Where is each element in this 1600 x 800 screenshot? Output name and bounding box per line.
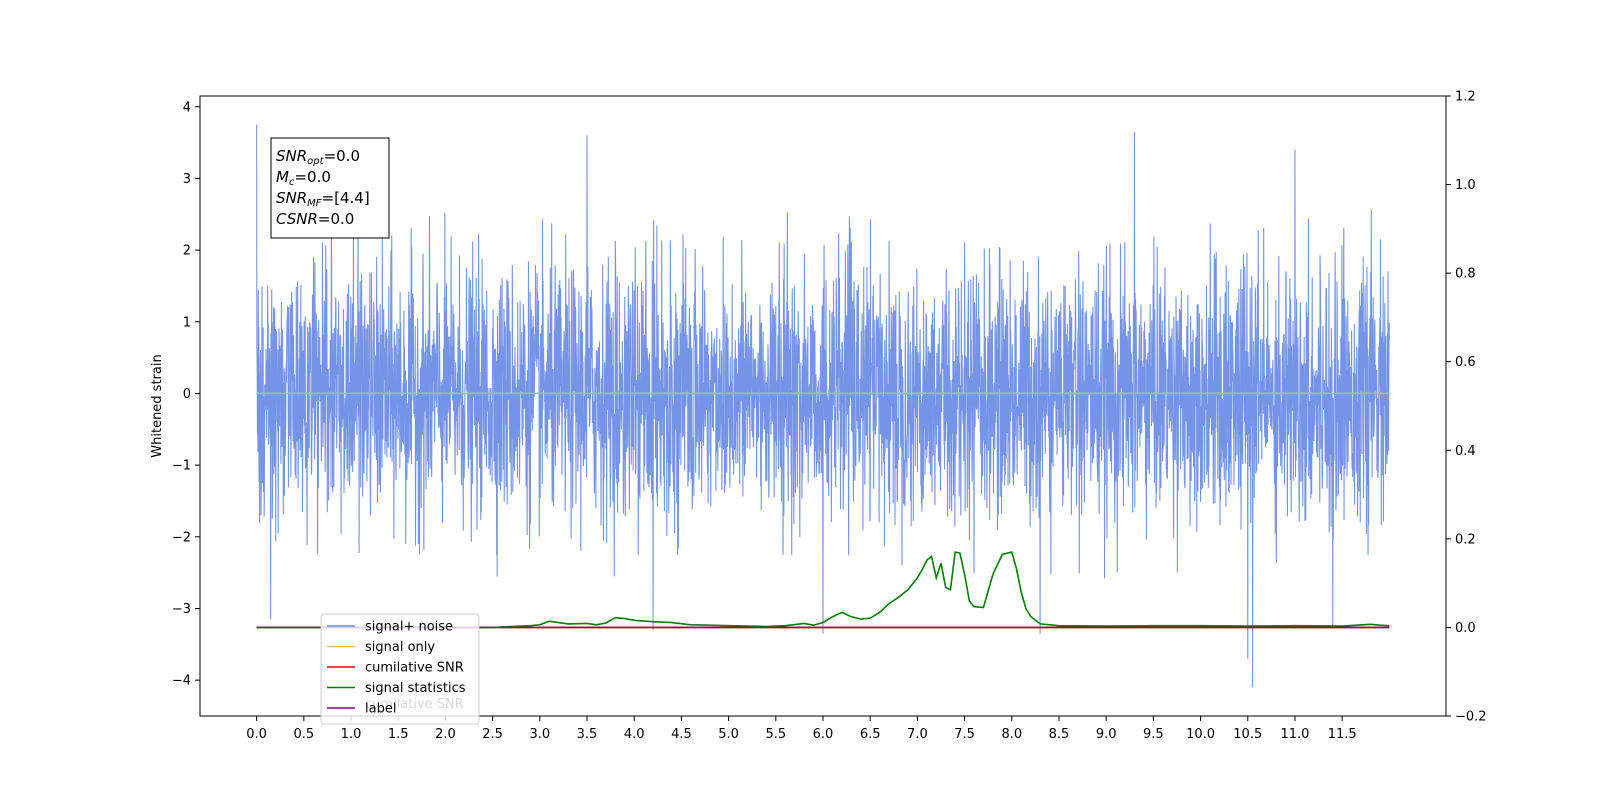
legend-label: signal+ noise [365, 620, 453, 635]
y-tick-label: 1 [183, 315, 191, 330]
annotation-line: SNRopt=0.0 [276, 147, 360, 167]
annotation-base: CSNR [276, 210, 318, 228]
x-tick-label: 10.0 [1186, 727, 1215, 742]
x-tick-label: 8.5 [1049, 727, 1070, 742]
y-tick-label: 0 [183, 387, 191, 402]
annotation-line: Mc=0.0 [276, 168, 331, 188]
x-tick-label: 9.0 [1096, 727, 1117, 742]
y2-tick-label: 0.0 [1455, 621, 1476, 636]
x-tick-label: 0.5 [293, 727, 314, 742]
x-tick-label: 2.5 [482, 727, 503, 742]
legend-ghost-text: cumilative SNR [365, 697, 464, 712]
y-tick-label: 4 [183, 100, 191, 115]
annotation-sub: MF [307, 198, 322, 209]
x-tick-label: 11.5 [1328, 727, 1357, 742]
x-tick-label: 7.5 [954, 727, 975, 742]
y2-tick-label: 0.6 [1455, 355, 1476, 370]
annotation-base: SNR [276, 189, 307, 207]
y2-tick-label: 1.2 [1455, 90, 1476, 105]
legend-label: cumilative SNR [365, 661, 464, 676]
y-tick-label: 2 [183, 244, 191, 259]
annotation-value: =0.0 [294, 168, 330, 186]
x-tick-label: 3.5 [577, 727, 598, 742]
legend-frame [320, 613, 480, 725]
y2-tick-label: 0.4 [1455, 444, 1476, 459]
x-tick-label: 0.0 [246, 727, 267, 742]
x-tick-label: 11.0 [1280, 727, 1309, 742]
x-tick-label: 1.0 [341, 727, 362, 742]
y2-tick-label: 0.2 [1455, 532, 1476, 547]
x-tick-label: 6.0 [813, 727, 834, 742]
x-tick-label: 2.0 [435, 727, 456, 742]
legend-label: signal only [365, 640, 435, 655]
annotation-base: SNR [276, 147, 307, 165]
annotation-sub: opt [307, 156, 324, 167]
series-signal-noise [256, 124, 1390, 688]
annotation-sub: c [289, 177, 295, 188]
series-signal-statistics [256, 551, 1390, 629]
y2-tick-label: 0.8 [1455, 267, 1476, 282]
x-tick-label: 3.0 [529, 727, 550, 742]
x-tick-label: 4.5 [671, 727, 692, 742]
annotation-frame [270, 137, 390, 239]
x-tick-label: 9.5 [1143, 727, 1164, 742]
legend-label: label [365, 702, 396, 717]
annotation-line: SNRMF=[4.4] [276, 189, 370, 209]
y-axis-right: −0.2 0.0 0.2 0.4 0.6 0.8 1.0 1.2 [1446, 90, 1487, 725]
annotation-value: =[4.4] [322, 189, 370, 207]
annotation-line: CSNR=0.0 [276, 210, 354, 228]
legend: cumilative SNR signal+ noise signal only cu… [320, 613, 480, 725]
y-axis-left: −4 −3 −2 −1 0 1 2 3 4 [172, 100, 200, 689]
x-tick-label: 5.0 [718, 727, 739, 742]
y2-tick-label: −0.2 [1455, 710, 1487, 725]
legend-label: signal statistics [365, 681, 466, 696]
x-tick-label: 6.5 [860, 727, 881, 742]
y-tick-label: −1 [172, 459, 191, 474]
x-tick-label: 1.5 [388, 727, 409, 742]
x-tick-label: 5.5 [765, 727, 786, 742]
y-tick-label: 3 [183, 172, 191, 187]
y2-tick-label: 1.0 [1455, 178, 1476, 193]
x-tick-label: 8.0 [1001, 727, 1022, 742]
y-tick-label: −2 [172, 530, 191, 545]
y-axis-label: Whitened strain [150, 354, 165, 457]
annotation-value: =0.0 [318, 210, 354, 228]
x-tick-label: 4.0 [624, 727, 645, 742]
x-tick-label: 7.0 [907, 727, 928, 742]
x-tick-label: 10.5 [1233, 727, 1262, 742]
x-axis: 0.0 0.5 1.0 1.5 2.0 2.5 3.0 3.5 4.0 4.5 5.0 5.5 6.0 6… [246, 716, 1357, 742]
annotation-value: =0.0 [324, 147, 360, 165]
annotation-base: M [276, 168, 289, 186]
y-tick-label: −4 [172, 674, 191, 689]
y-tick-label: −3 [172, 602, 191, 617]
